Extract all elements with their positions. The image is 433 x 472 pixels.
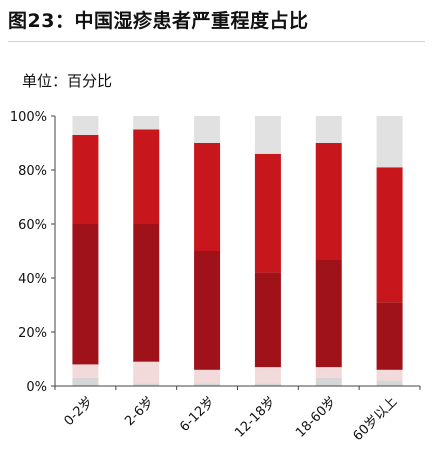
y-axis: 0% 20% 40% 60% 80% 100% xyxy=(10,110,56,395)
bar-segment xyxy=(376,369,403,381)
x-tick-label: 0-2岁 xyxy=(61,394,96,429)
bar-segment xyxy=(254,116,281,154)
y-tick-label: 40% xyxy=(18,272,47,287)
bar-segment xyxy=(254,272,281,368)
bar-segment xyxy=(254,367,281,384)
bar-segment xyxy=(254,383,281,386)
bar-segment xyxy=(194,383,221,386)
bar-segment xyxy=(376,380,403,386)
title-divider xyxy=(8,41,425,42)
bar-segment xyxy=(72,364,99,378)
bar-segment xyxy=(194,251,221,370)
x-tick-label: 18-60岁 xyxy=(293,394,340,441)
bar-segment xyxy=(133,383,160,386)
bar-segment xyxy=(133,224,160,362)
bar-segment xyxy=(72,116,99,135)
bar-segment xyxy=(72,134,99,224)
y-tick-label: 60% xyxy=(18,218,47,233)
bar-segment xyxy=(315,367,342,378)
bar-segment xyxy=(194,369,221,384)
y-tick-label: 0% xyxy=(26,380,47,395)
bar-segment xyxy=(315,116,342,143)
bar-segment xyxy=(72,224,99,365)
bars xyxy=(72,116,403,386)
y-tick-label: 20% xyxy=(18,326,47,341)
x-axis: 0-2岁 2-6岁 6-12岁 12-18岁 18-60岁 60岁以上 xyxy=(54,385,421,444)
y-tick-label: 100% xyxy=(10,110,47,125)
bar-segment xyxy=(194,143,221,251)
y-tick-label: 80% xyxy=(18,164,47,179)
bar-segment xyxy=(376,116,403,168)
x-tick-label: 6-12岁 xyxy=(177,394,218,435)
bar-segment xyxy=(376,167,403,303)
bar-segment xyxy=(133,116,160,130)
x-tick-label: 60岁以上 xyxy=(351,394,401,444)
unit-label: 单位：百分比 xyxy=(22,72,113,90)
bar-segment xyxy=(133,129,160,224)
x-tick-label: 2-6岁 xyxy=(122,394,157,429)
bar-segment xyxy=(133,361,160,384)
bar-segment xyxy=(315,377,342,386)
bar-segment xyxy=(315,143,342,260)
chart-title: 图23：中国湿疹患者严重程度占比 xyxy=(8,10,309,32)
bar-segment xyxy=(315,259,342,368)
bar-segment xyxy=(254,153,281,273)
bar-segment xyxy=(72,377,99,386)
bar-segment xyxy=(194,116,221,143)
bar-segment xyxy=(376,302,403,370)
x-tick-label: 12-18岁 xyxy=(232,394,279,441)
